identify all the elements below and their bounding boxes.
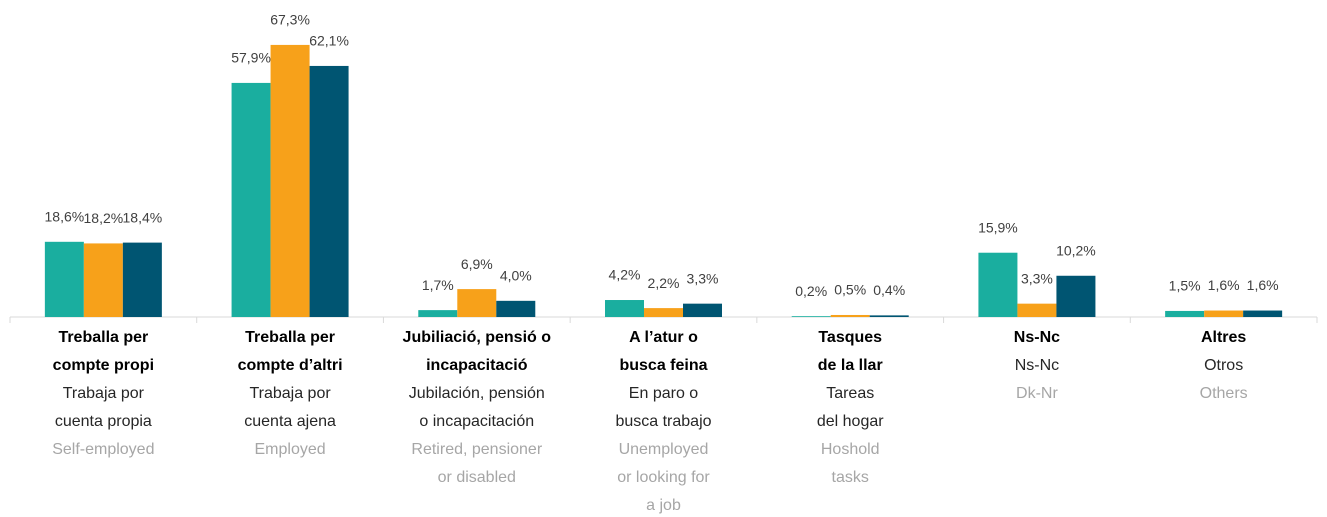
category-label: cuenta propia [55, 413, 152, 430]
value-label: 1,6% [1247, 277, 1279, 293]
bar [457, 289, 497, 317]
category-label: Jubilación, pensión [409, 385, 545, 402]
value-label: 62,1% [309, 33, 349, 49]
bar [1204, 310, 1244, 317]
category-label: cuenta ajena [244, 413, 336, 430]
value-label: 3,3% [1021, 270, 1053, 286]
value-label: 57,9% [231, 50, 271, 66]
bar [644, 308, 683, 317]
value-label: 6,9% [461, 256, 493, 272]
value-label: 18,6% [45, 209, 85, 225]
value-label: 18,2% [84, 210, 124, 226]
bar [791, 316, 831, 317]
bar [309, 65, 349, 317]
bar [683, 303, 722, 317]
value-label: 15,9% [978, 219, 1018, 235]
bar [122, 242, 162, 317]
value-label: 2,2% [648, 275, 680, 291]
value-label: 10,2% [1056, 242, 1096, 258]
value-label: 0,5% [834, 282, 866, 298]
value-label: 4,2% [609, 267, 641, 283]
category-label: Self-employed [52, 441, 154, 458]
category-label: Ns-Nc [1014, 329, 1060, 346]
category-label: Employed [254, 441, 325, 458]
category-label: Retired, pensioner [411, 441, 542, 458]
category-label: compte propi [53, 357, 154, 374]
category-label: tasks [832, 469, 869, 486]
category-label: busca trabajo [615, 413, 711, 430]
category-label: Treballa per [245, 329, 335, 346]
category-label: Ns-Nc [1015, 357, 1059, 374]
category-label: Jubiliació, pensió o [403, 329, 552, 346]
category-label: Altres [1201, 329, 1246, 346]
bar [830, 314, 870, 317]
category-label: Otros [1204, 357, 1243, 374]
value-label: 4,0% [500, 268, 532, 284]
category-label: busca feina [619, 357, 707, 374]
category-label: Treballa per [58, 329, 148, 346]
bar [83, 243, 123, 317]
category-label: Hoshold [821, 441, 880, 458]
bar [1243, 310, 1283, 317]
bar [869, 315, 909, 317]
value-label: 67,3% [270, 12, 310, 28]
value-label: 3,3% [687, 270, 719, 286]
bar [496, 300, 536, 317]
category-label: a job [646, 497, 681, 514]
bar [1017, 303, 1057, 317]
value-label: 18,4% [123, 209, 163, 225]
bar [1165, 310, 1205, 317]
category-label: o incapacitación [419, 413, 534, 430]
category-label: or looking for [617, 469, 710, 486]
category-label: En paro o [629, 385, 698, 402]
bar [605, 300, 644, 317]
value-label: 0,4% [873, 282, 905, 298]
category-label: compte d’altri [238, 357, 343, 374]
value-label: 0,2% [795, 283, 827, 299]
category-label: Others [1200, 385, 1248, 402]
bar [978, 252, 1018, 317]
category-label: Tasques [818, 329, 882, 346]
category-label: A l’atur o [629, 329, 698, 346]
category-label: incapacitació [426, 357, 528, 374]
category-label: de la llar [818, 357, 883, 374]
category-label: Dk-Nr [1016, 385, 1058, 402]
category-label: Unemployed [619, 441, 709, 458]
bar [44, 241, 84, 317]
category-label: del hogar [817, 413, 884, 430]
bar [1056, 275, 1096, 317]
category-label: Trabaja por [63, 385, 145, 402]
value-label: 1,6% [1208, 277, 1240, 293]
bar [231, 82, 271, 317]
category-label: Tareas [826, 385, 874, 402]
value-label: 1,5% [1169, 278, 1201, 294]
category-label: Trabaja por [249, 385, 331, 402]
bar [270, 44, 310, 318]
value-label: 1,7% [422, 277, 454, 293]
bar [418, 310, 458, 317]
category-label: or disabled [438, 469, 516, 486]
